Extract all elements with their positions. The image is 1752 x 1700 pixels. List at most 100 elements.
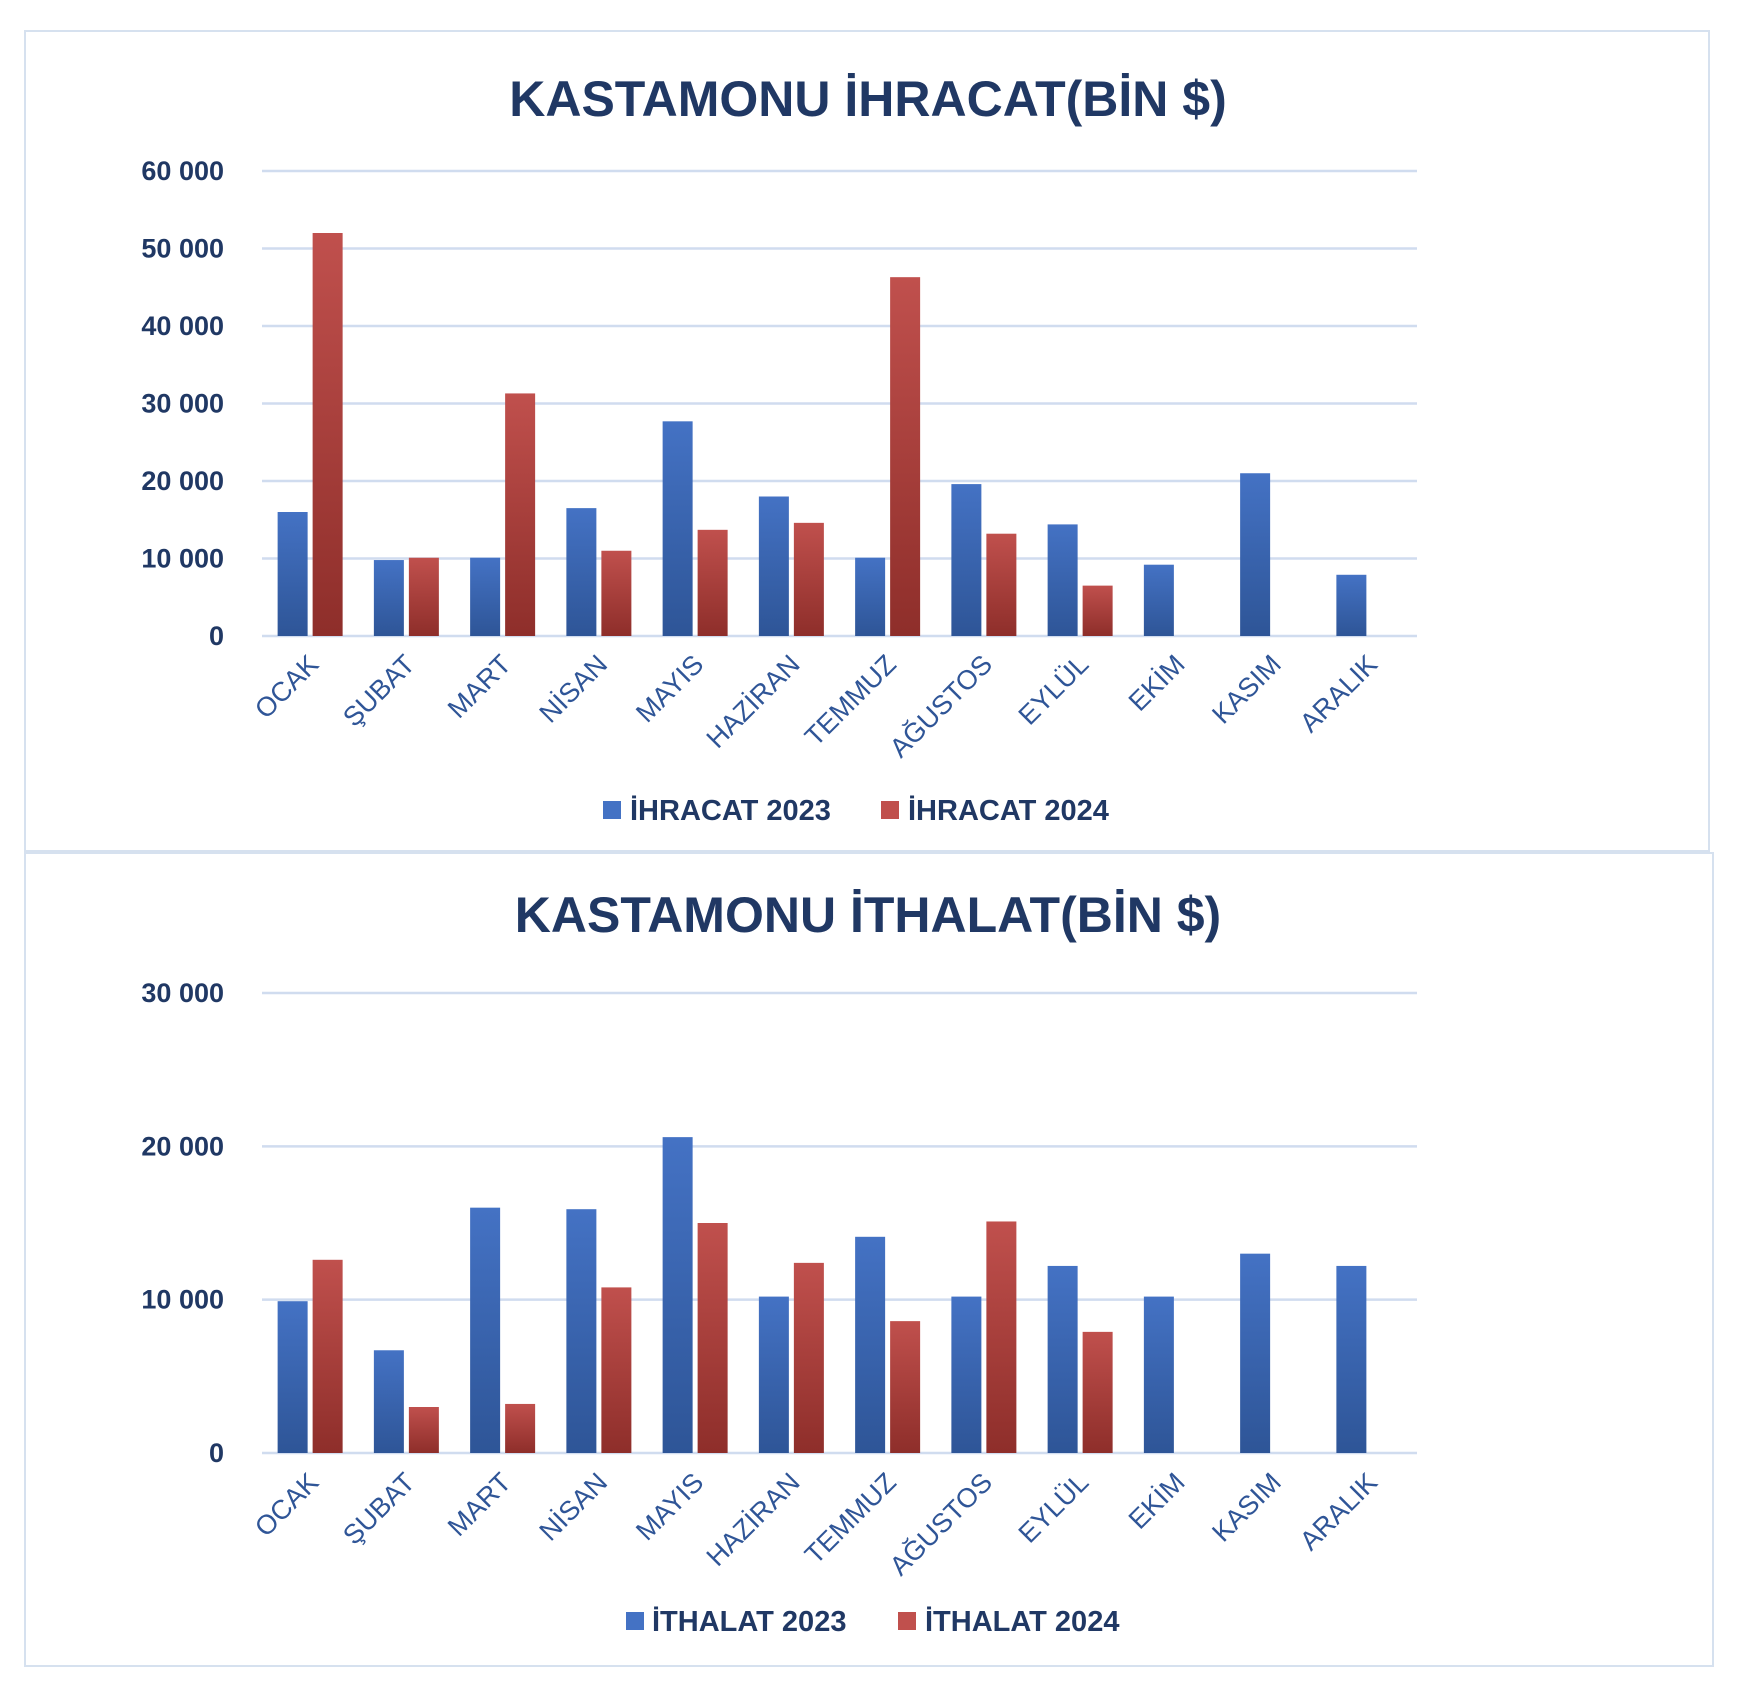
import-y-axis-labels: 0 10 000 20 000 30 000 [141,978,224,1468]
export-category-label: EKİM [1122,648,1191,717]
import-bar-2024 [890,1321,921,1453]
import-y-tick-label: 10 000 [141,1285,224,1315]
legend-swatch-ihracat-2023 [603,801,621,819]
import-category-label: NİSAN [533,1466,613,1546]
export-bar-2024 [601,550,632,636]
import-bar-2023 [758,1296,789,1453]
import-bar-2023 [855,1236,886,1453]
legend-label-ithalat-2024: İTHALAT 2024 [925,1606,1119,1638]
export-bar-2024 [890,277,921,636]
export-category-label: TEMMUZ [799,649,902,752]
import-bar-2024 [408,1407,439,1453]
import-category-label: TEMMUZ [799,1467,902,1570]
import-chart: KASTAMONU İTHALAT(BİN $) 0 10 000 20 000 30… [141,887,1417,1638]
export-bar-2023 [951,484,982,636]
import-bar-2024 [312,1259,343,1453]
export-category-label: KASIM [1206,649,1287,730]
export-bar-2023 [470,557,501,636]
export-bar-2024 [408,557,439,636]
export-category-label: ŞUBAT [337,649,420,732]
export-category-label: HAZİRAN [700,648,806,754]
export-legend: İHRACAT 2023 İHRACAT 2024 [603,795,1109,827]
import-bar-2023 [373,1350,404,1453]
import-category-label: OCAK [249,1467,324,1542]
export-y-tick-label: 20 000 [141,466,224,496]
export-y-tick-label: 60 000 [141,156,224,186]
import-gridlines [262,991,1417,1455]
import-bar-2023 [1143,1296,1174,1453]
export-category-label: NİSAN [533,648,613,728]
import-bar-2023 [1047,1265,1078,1453]
export-y-tick-label: 30 000 [141,389,224,419]
import-legend: İTHALAT 2023 İTHALAT 2024 [626,1606,1119,1638]
export-bar-2023 [1336,574,1367,636]
export-y-tick-label: 0 [209,621,224,651]
export-gridlines [262,169,1417,638]
export-bar-2023 [277,512,308,636]
export-category-label: EYLÜL [1013,649,1095,731]
import-category-label: ARALIK [1294,1467,1383,1556]
export-bar-2023 [758,496,789,636]
import-category-label: MAYIS [630,1467,709,1546]
import-bar-2024 [1082,1331,1113,1453]
import-bar-2024 [505,1403,536,1453]
legend-swatch-ithalat-2023 [626,1612,644,1630]
export-chart-panel [24,30,1710,852]
import-category-label: EYLÜL [1013,1467,1095,1549]
import-bar-2024 [986,1221,1017,1453]
export-category-label: AĞUSTOS [883,648,998,763]
import-category-label: AĞUSTOS [883,1466,998,1581]
import-bar-2023 [662,1137,693,1453]
import-bar-2023 [1240,1253,1271,1453]
export-bar-2024 [793,522,824,636]
export-bar-2023 [566,508,597,636]
import-category-label: HAZİRAN [700,1466,806,1572]
legend-swatch-ithalat-2024 [898,1612,916,1630]
export-category-label: OCAK [249,649,324,724]
export-bar-2023 [1047,524,1078,636]
import-chart-title: KASTAMONU İTHALAT(BİN $) [515,887,1221,943]
export-bar-2023 [1143,564,1174,636]
import-category-label: MART [442,1467,517,1542]
import-category-label: EKİM [1122,1466,1191,1535]
export-category-label: MAYIS [630,649,709,728]
import-bar-2023 [470,1207,501,1453]
export-category-labels: OCAK ŞUBAT MART NİSAN MAYISHAZİRANTEMMUZAĞUS… [249,648,1383,763]
import-bar-2023 [277,1301,308,1453]
legend-label-ihracat-2024: İHRACAT 2024 [908,795,1109,827]
import-bar-2024 [793,1262,824,1453]
export-chart: KASTAMONU İHRACAT(BİN $) 0 10 000 20 000 30… [141,71,1417,827]
import-y-tick-label: 0 [209,1438,224,1468]
export-bar-2024 [1082,585,1113,636]
export-bar-2023 [855,557,886,636]
import-y-tick-label: 20 000 [141,1131,224,1161]
export-bar-2023 [373,560,404,636]
import-category-label: ŞUBAT [337,1467,420,1550]
import-y-tick-label: 30 000 [141,978,224,1008]
legend-swatch-ihracat-2024 [881,801,899,819]
export-y-tick-label: 50 000 [141,234,224,264]
export-chart-title: KASTAMONU İHRACAT(BİN $) [509,71,1227,127]
legend-label-ithalat-2023: İTHALAT 2023 [652,1606,846,1638]
legend-label-ihracat-2023: İHRACAT 2023 [630,795,831,827]
import-bar-2023 [951,1296,982,1453]
export-bar-2024 [697,529,728,636]
export-bar-2024 [312,233,343,636]
import-bars [277,1137,1367,1453]
export-bar-2023 [662,421,693,636]
export-y-tick-label: 10 000 [141,544,224,574]
import-bar-2024 [601,1287,632,1453]
export-category-label: MART [442,649,517,724]
export-bar-2024 [986,533,1017,636]
export-bar-2023 [1240,473,1271,636]
import-bar-2023 [1336,1265,1367,1453]
export-y-axis-labels: 0 10 000 20 000 30 000 40 000 50 000 60 000 [141,156,224,651]
import-category-label: KASIM [1206,1467,1287,1548]
export-y-tick-label: 40 000 [141,311,224,341]
import-bar-2024 [697,1223,728,1453]
import-bar-2023 [566,1209,597,1453]
export-bar-2024 [505,393,536,636]
export-category-label: ARALIK [1294,649,1383,738]
export-bars [277,233,1367,636]
